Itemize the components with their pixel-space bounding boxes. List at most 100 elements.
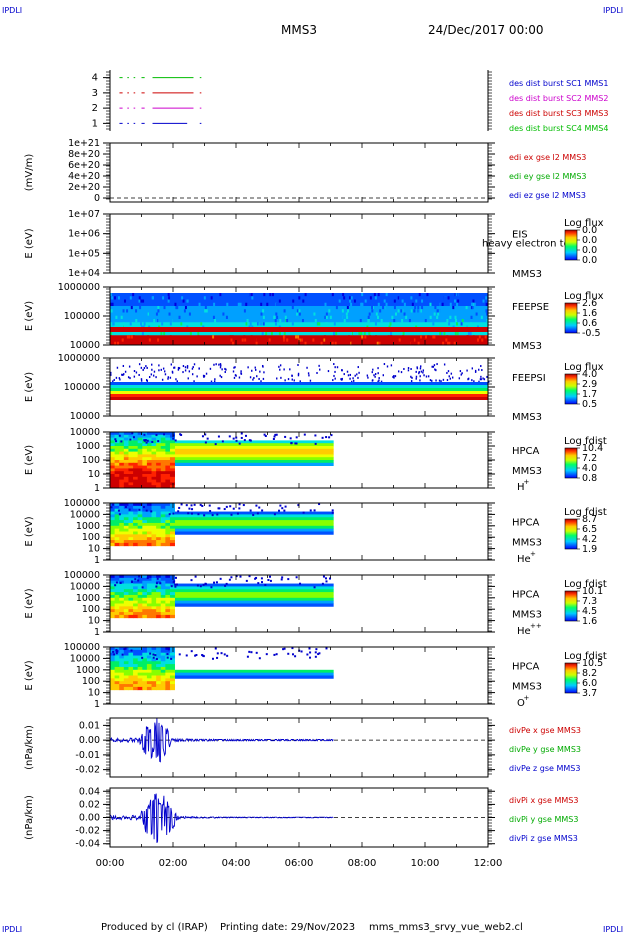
spectrogram-cell [156,684,162,688]
spectrogram-cell [283,332,286,336]
y-tick-label: 10 [88,688,100,699]
spectrogram-cell [331,509,334,512]
spectrogram-cell [152,374,155,377]
spectrogram-cell [478,380,480,383]
spectrogram-cell [160,649,166,654]
spectrogram-cell [284,505,287,508]
spectrogram-cell [110,542,116,547]
spectrogram-cell [160,448,166,452]
spectrogram-cell [165,520,171,524]
spacecraft-label: MMS3 [512,538,542,549]
spectrogram-cell [164,373,167,376]
spectrogram-cell [123,652,129,656]
spectrogram-cell [151,482,157,486]
spectrogram-cell [142,460,148,464]
spectrogram-cell [156,511,162,515]
spectrogram-cell [244,338,247,342]
spectrogram-cell [112,322,115,326]
spectrogram-cell [151,672,157,676]
spectrogram-cell [287,578,290,581]
spectrogram-cell [110,589,116,593]
spectrogram-cell [374,309,377,313]
spectrogram-cell [128,471,134,475]
spectrogram-cell [160,443,166,447]
spectrogram-cell [485,296,488,300]
spectrogram-cell [385,293,388,297]
spectrogram-cell [169,614,175,619]
spectrogram-cell [262,338,265,342]
spectrogram-cell [481,369,483,372]
spectrogram-cell [114,664,120,668]
spectrogram-cell [140,378,143,381]
spectrogram-cell [110,669,116,674]
spectrogram-cell [142,681,148,685]
legend-entry: divPe y gse MMS3 [509,745,581,754]
series-line-z [109,718,334,763]
spectrogram-cell [156,503,162,507]
y-tick-label: 0.00 [79,735,100,746]
spectrogram-cell [368,293,371,297]
spectrogram-cell [295,335,298,339]
spectrogram-cell [160,580,166,584]
y-tick-label: 1 [94,555,100,566]
spectrogram-cell [155,582,158,585]
spectrogram-cell [305,312,308,316]
spectrogram-cell [205,309,208,313]
spectrogram-cell [174,439,177,442]
spectrogram-cell [156,471,162,475]
spectrogram-cell [133,575,139,579]
spectrogram-cell [274,433,277,436]
spectrogram-cell [128,606,134,610]
spectrogram-cell [189,341,192,345]
spectrogram-cell [165,534,171,538]
spectrogram-cell [137,485,143,489]
spectrogram-cell [212,335,215,339]
spectrogram-cell [170,657,173,660]
spectrogram-cell [371,341,374,345]
spectrogram-cell [440,312,443,316]
colorbar-title: Log flux [564,291,604,302]
spectrogram-cell [119,586,125,590]
spectrogram-cell [216,513,219,516]
spectrogram-cell [175,583,178,586]
corner-label-bottom-right: IPDLI [603,925,623,934]
spectrogram-cell [224,367,226,370]
spectrogram-cell [133,603,139,607]
spectrogram-cell [146,666,152,671]
colorbar-tick-label: 4.5 [582,606,597,617]
colorbar [564,302,578,334]
spectrogram-cell [155,434,158,437]
spectrogram-cell [204,583,207,586]
spectrogram-cell [166,653,169,656]
spectrogram-cell [119,511,125,515]
spectrogram-cell [146,609,152,613]
spectrogram-cell [119,508,125,512]
spectrogram-cell [435,379,437,382]
spectrogram-cell [123,503,129,507]
spectrogram-cell [160,669,166,674]
spectrogram-cell [377,293,380,297]
spectrogram-cell [293,379,295,382]
spectrogram-cell [156,606,162,610]
spectrogram-cell [146,540,152,544]
legend-entry: edi ez gse l2 MMS3 [509,191,586,200]
spectrogram-cell [119,603,125,607]
spectrogram-cell [291,647,294,650]
spectrogram-cell [193,363,196,366]
spectrogram-cell [272,437,275,440]
spectrogram-cell [119,485,125,489]
spectrogram-cell [204,441,207,444]
spectrogram-cell [151,658,157,662]
spectrogram-cell [410,380,413,383]
spectrogram-cell [433,335,436,339]
spectrogram-cell [165,580,171,584]
spectrogram-cell [138,508,141,511]
legend-entry: divPi x gse MMS3 [509,796,578,805]
spectrogram-cell [137,517,143,521]
spectrogram-cell [128,454,134,458]
spectrogram-cell [146,511,152,515]
spectrogram-cell [133,531,139,535]
spectrogram-cell [416,312,419,316]
spectrogram-cell [387,335,390,339]
